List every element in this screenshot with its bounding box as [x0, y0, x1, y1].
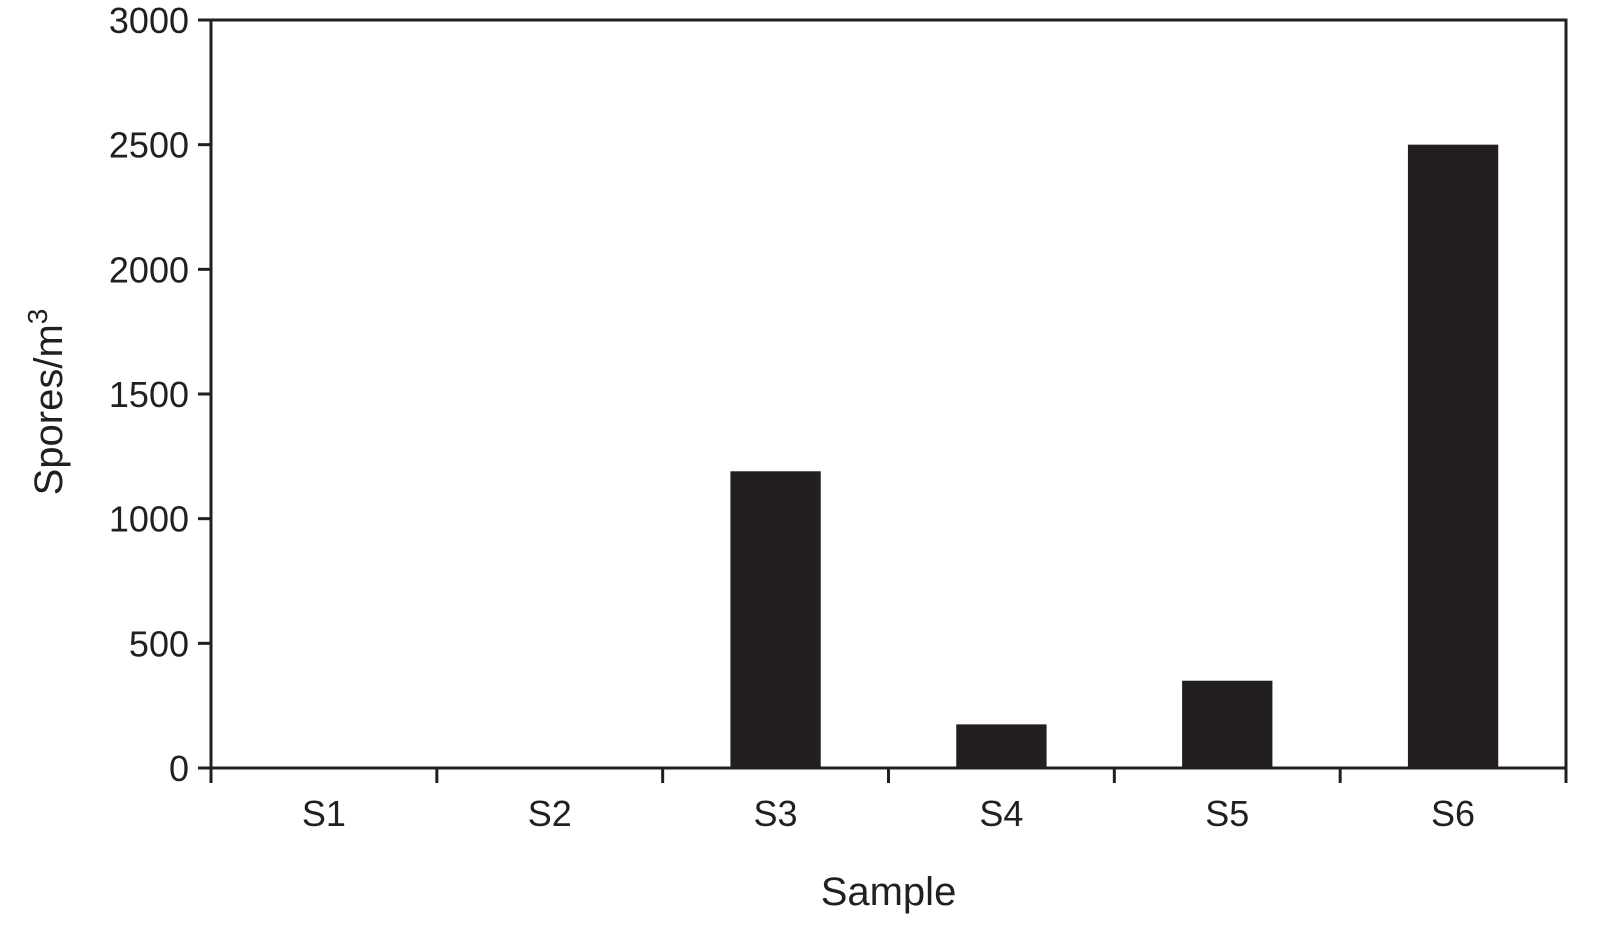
bar-s4	[956, 724, 1047, 768]
y-tick-label: 1000	[109, 499, 189, 540]
x-tick-label: S1	[302, 793, 346, 834]
x-tick-label: S6	[1431, 793, 1475, 834]
x-tick-label: S4	[979, 793, 1023, 834]
x-tick-label: S2	[528, 793, 572, 834]
x-axis-title: Sample	[821, 870, 957, 914]
y-tick-label: 3000	[109, 0, 189, 41]
y-axis-title-superscript: 3	[22, 309, 53, 325]
x-axis: S1 S2 S3 S4 S5 S6	[209, 766, 1568, 834]
x-tick-label: S3	[754, 793, 798, 834]
y-axis-title-text: Spores/m	[27, 324, 71, 495]
y-axis: 0 500 1000 1500 2000 2500 3000	[109, 0, 211, 789]
y-tick-label: 1500	[109, 374, 189, 415]
y-tick-label: 500	[129, 623, 189, 664]
bar-s5	[1182, 680, 1273, 768]
y-tick-label: 2500	[109, 125, 189, 166]
plot-border	[209, 18, 1568, 768]
bar-s6	[1407, 144, 1499, 768]
y-axis-title: Spores/m3	[22, 309, 72, 496]
x-tick-label: S5	[1205, 793, 1249, 834]
bars-group	[730, 144, 1499, 768]
plot-frame	[209, 18, 1568, 768]
y-tick-label: 2000	[109, 249, 189, 290]
y-tick-label: 0	[169, 748, 189, 789]
bar-s3	[730, 471, 821, 768]
